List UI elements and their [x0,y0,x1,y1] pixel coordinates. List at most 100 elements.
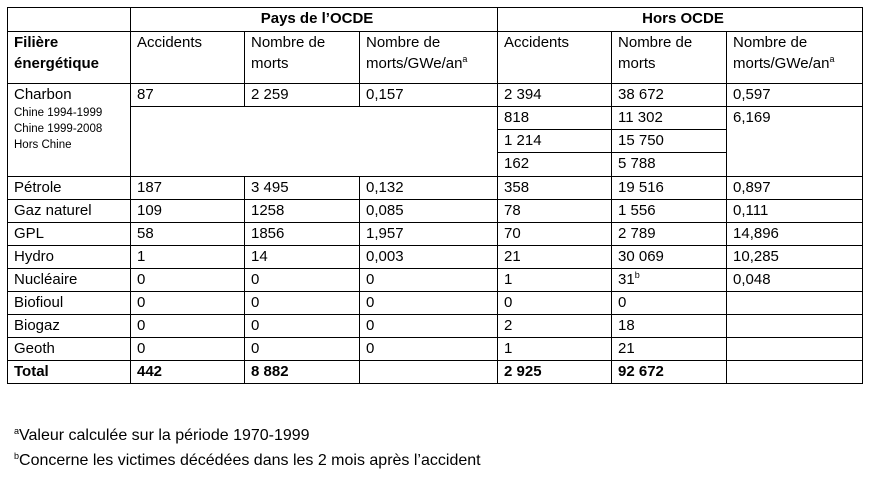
cell: 14,896 [726,222,864,246]
table-row: Pétrole 187 3 495 0,132 358 19 516 0,897 [7,176,864,200]
cell: 0 [244,291,360,315]
cell [358,360,499,384]
cell: 0,132 [358,176,499,200]
cell: 1 214 [497,129,613,153]
header-filiere: Filière énergétique [7,31,131,84]
row-label: Geoth [7,337,131,361]
cell: 30 069 [611,245,728,269]
energy-accidents-table: Pays de l’OCDE Hors OCDE Filière énergéti… [7,7,864,384]
charbon-sublabel: Chine 1999-2008 [14,123,103,135]
cell: 19 516 [611,176,728,200]
row-label: Hydro [7,245,131,269]
cell: 0 [497,291,613,315]
header-accidents-ocde: Accidents [130,31,245,84]
cell: 0 [611,291,728,315]
cell: 15 750 [611,129,728,153]
cell: 1856 [244,222,360,246]
cell: 10,285 [726,245,864,269]
cell: 70 [497,222,613,246]
row-label: Biofioul [7,291,131,315]
cell [726,337,864,361]
cell [726,291,864,315]
row-label: Charbon [14,86,72,103]
cell: 2 259 [244,83,360,107]
cell [726,314,864,338]
cell: 0 [130,291,245,315]
cell: 187 [130,176,245,200]
footnote-b: bConcerne les victimes décédées dans les… [14,451,481,470]
row-label: GPL [7,222,131,246]
cell: 442 [130,360,245,384]
cell: 3 495 [244,176,360,200]
cell: 2 394 [497,83,613,107]
cell: 1,957 [358,222,499,246]
cell: 162 [497,152,613,177]
table-row-charbon: Charbon Chine 1994-1999 Chine 1999-2008 … [7,83,864,177]
group-header-ocde: Pays de l’OCDE [129,7,499,32]
table-row: Biofioul 0 0 0 0 0 [7,291,864,315]
cell: 21 [497,245,613,269]
cell: 0,597 [726,83,864,107]
table-row: Geoth 0 0 0 1 21 [7,337,864,361]
table-row-charbon-sub: 162 5 788 [8,152,864,177]
row-label: Pétrole [7,176,131,200]
cell: 18 [611,314,728,338]
cell: 0 [244,337,360,361]
cell [726,129,864,153]
row-label: Gaz naturel [7,199,131,223]
cell: 58 [130,222,245,246]
cell: 109 [130,199,245,223]
group-header-hors-ocde: Hors OCDE [497,7,864,32]
cell: 818 [497,106,613,130]
cell: 0 [244,314,360,338]
cell: 92 672 [611,360,728,384]
header-morts-hors: Nombre de morts [611,31,728,84]
row-label: Biogaz [7,314,131,338]
cell: 14 [244,245,360,269]
cell: 31b [611,268,728,292]
cell: 2 [497,314,613,338]
cell: 0,048 [726,268,864,292]
cell: 1 [497,337,613,361]
cell [726,152,864,177]
table-row-total: Total 442 8 882 2 925 92 672 [7,360,864,384]
table-row: Biogaz 0 0 0 2 18 [7,314,864,338]
header-morts-gwe-hors: Nombre de morts/GWe/ana [726,31,864,84]
footnotes: aValeur calculée sur la période 1970-199… [14,423,481,473]
cell: 0,157 [358,83,499,107]
cell: 1 [497,268,613,292]
cell: 1258 [244,199,360,223]
cell: 2 789 [611,222,728,246]
cell [726,360,864,384]
row-label-total: Total [7,360,131,384]
cell: 5 788 [611,152,728,177]
cell: 0,111 [726,199,864,223]
table-row-charbon-sub: 1 214 15 750 [8,129,864,153]
cell: 0 [358,291,499,315]
cell: 1 [130,245,245,269]
cell: 0,003 [358,245,499,269]
row-label: Nucléaire [7,268,131,292]
empty-block-cell [129,106,499,177]
cell: 0 [130,314,245,338]
cell: 0 [130,337,245,361]
cell: 87 [130,83,245,107]
header-morts-ocde: Nombre de morts [244,31,360,84]
charbon-sublabel: Chine 1994-1999 [14,107,103,119]
cell: 0,085 [358,199,499,223]
header-accidents-hors: Accidents [497,31,613,84]
cell: 2 925 [497,360,613,384]
cell: 0 [244,268,360,292]
table-row: Gaz naturel 109 1258 0,085 78 1 556 0,11… [7,199,864,223]
cell: 0,897 [726,176,864,200]
cell: 0 [358,314,499,338]
table-row: GPL 58 1856 1,957 70 2 789 14,896 [7,222,864,246]
header-morts-gwe-ocde: Nombre de morts/GWe/ana [358,31,499,84]
cell: 0 [358,268,499,292]
cell: 358 [497,176,613,200]
table-row: Hydro 1 14 0,003 21 30 069 10,285 [7,245,864,269]
cell: 11 302 [611,106,728,130]
cell: 0 [130,268,245,292]
table-row: Nucléaire 0 0 0 1 31b 0,048 [7,268,864,292]
charbon-sublabel: Hors Chine [14,139,72,151]
